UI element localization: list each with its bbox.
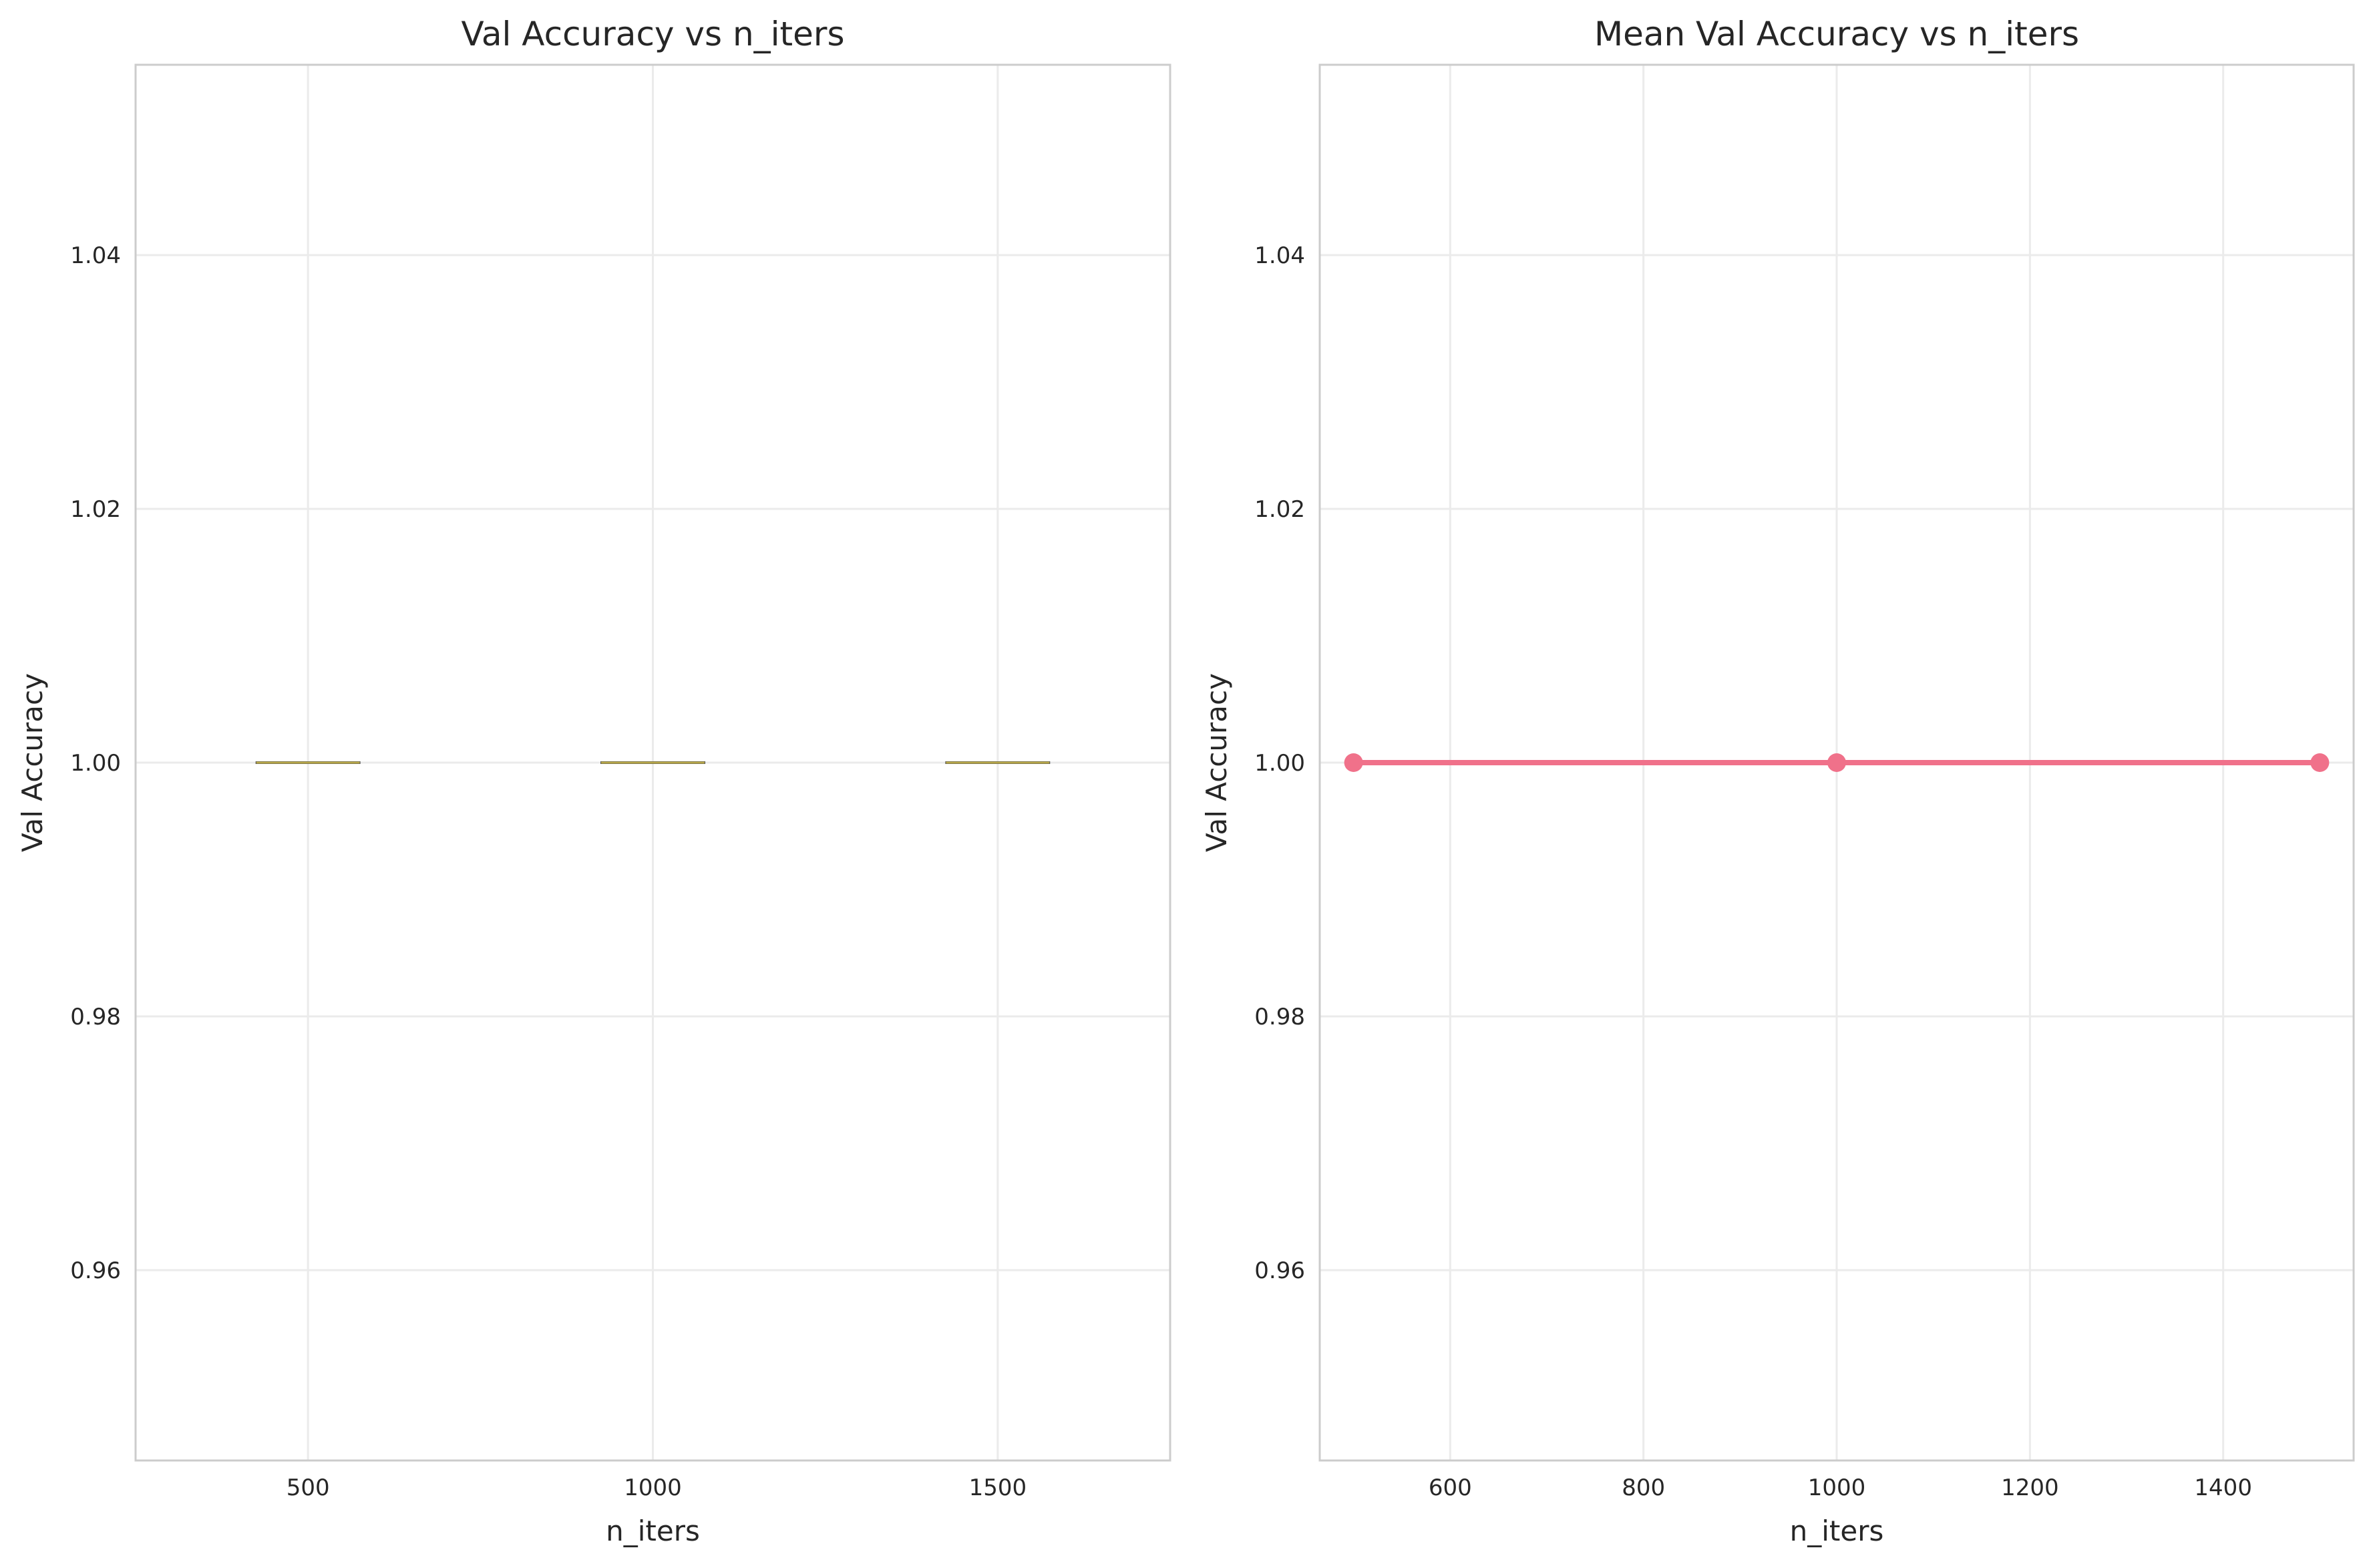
line-plot-panel: 0.96 0.98 1.00 1.02 1.04 Mean Val Accuracy vs… [1200, 15, 2355, 1547]
y-tick-label: 0.96 [1254, 1257, 1305, 1284]
plot-frame [1318, 63, 2355, 1462]
x-tick-label: 600 [1429, 1475, 1472, 1501]
y-tick-label: 1.04 [70, 242, 121, 269]
y-tick-label: 0.98 [70, 1004, 121, 1030]
y-tick-label: 1.02 [70, 496, 121, 523]
chart-title: Mean Val Accuracy vs n_iters [1594, 15, 2079, 53]
y-tick-label: 1.00 [1254, 750, 1305, 777]
data-point [1344, 753, 1363, 772]
x-tick-label: 500 [287, 1475, 330, 1501]
x-tick-label: 1400 [2194, 1475, 2252, 1501]
data-point [1827, 753, 1846, 772]
y-tick-label: 1.02 [1254, 496, 1305, 523]
x-tick-label: 1000 [624, 1475, 682, 1501]
y-tick-label: 1.04 [1254, 242, 1305, 269]
x-tick-label: 1500 [969, 1475, 1027, 1501]
x-axis-label: n_iters [1790, 1515, 1884, 1547]
x-tick-label: 1200 [2001, 1475, 2059, 1501]
y-axis-label: Val Accuracy [1200, 673, 1233, 852]
chart-title: Val Accuracy vs n_iters [462, 15, 845, 53]
y-tick-label: 1.00 [70, 750, 121, 777]
x-tick-label: 800 [1622, 1475, 1665, 1501]
data-point [2310, 753, 2330, 772]
x-tick-label: 1000 [1808, 1475, 1866, 1501]
y-tick-label: 0.96 [70, 1257, 121, 1284]
y-tick-label: 0.98 [1254, 1004, 1305, 1030]
y-axis-label: Val Accuracy [16, 673, 49, 852]
x-axis-label: n_iters [606, 1515, 700, 1547]
plot-frame [134, 63, 1171, 1462]
box-plot-panel: 0.96 0.98 1.00 1.02 1.04 Val Accuracy vs n_it… [16, 15, 1171, 1547]
